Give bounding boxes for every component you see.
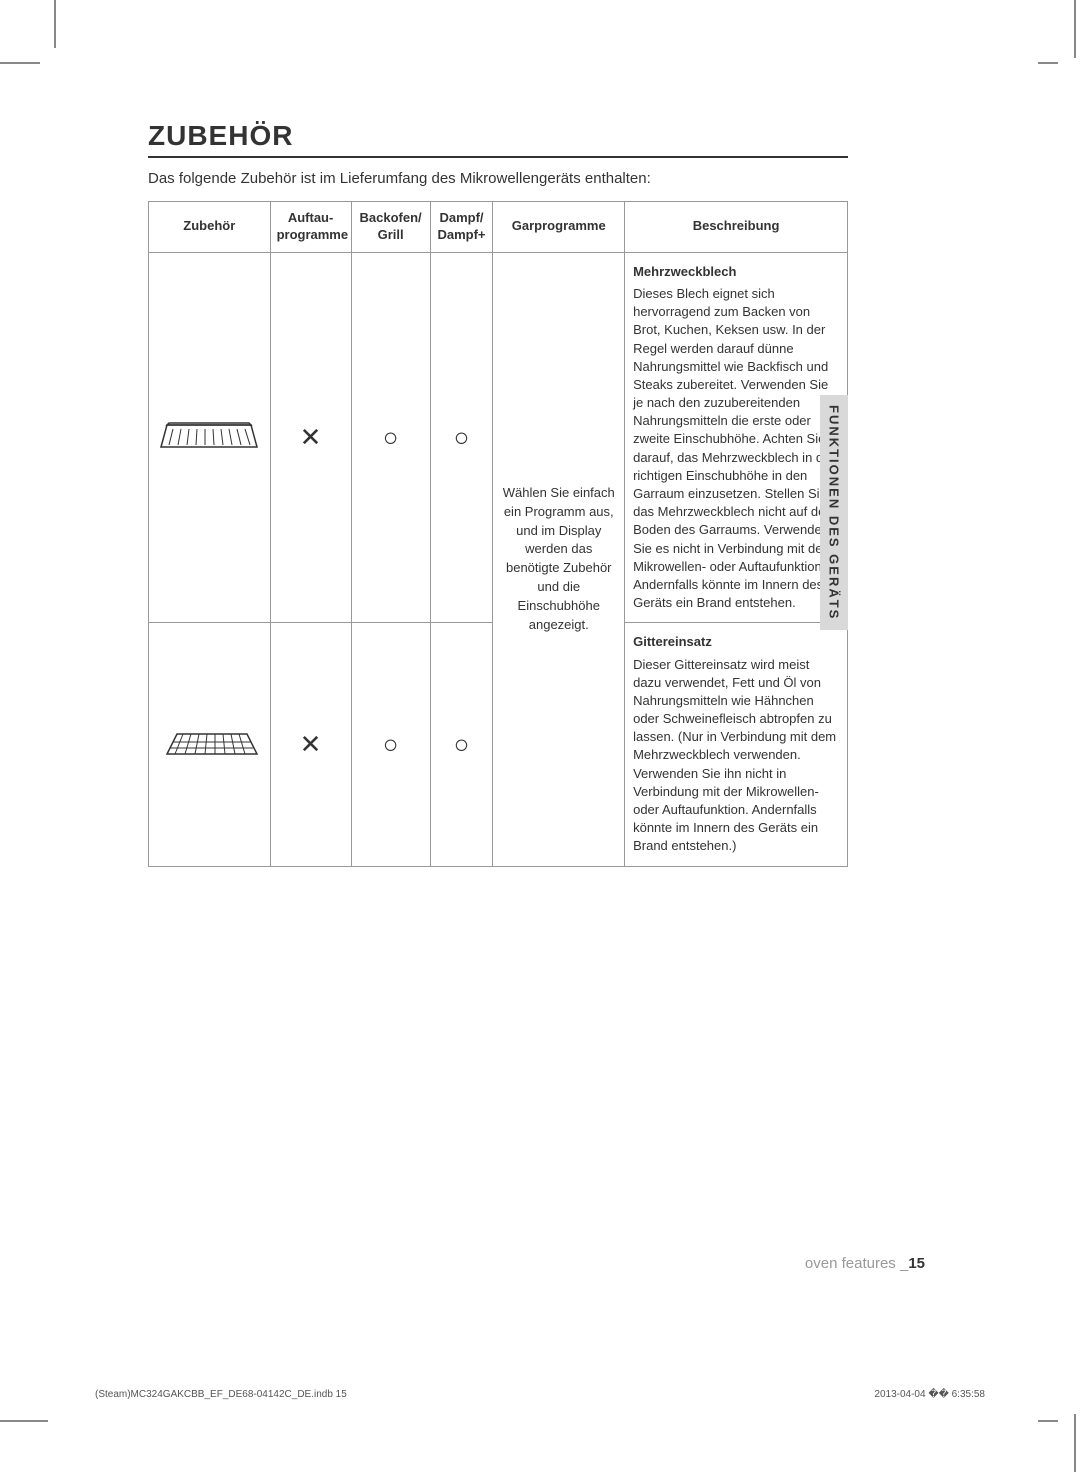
accessory-image-cell xyxy=(149,623,271,866)
crop-mark xyxy=(0,1420,48,1422)
desc-title: Mehrzweckblech xyxy=(633,263,839,281)
crop-mark xyxy=(0,62,40,64)
accessory-image-cell xyxy=(149,252,271,623)
col-header: Beschreibung xyxy=(625,202,848,253)
footer-page-label: oven features _15 xyxy=(805,1255,925,1272)
table-header-row: Zubehör Auftau-programme Backofen/Grill … xyxy=(149,202,848,253)
symbol-cell: ○ xyxy=(351,252,430,623)
garprogramme-cell: Wählen Sie einfach ein Programm aus, und… xyxy=(493,252,625,866)
print-file: (Steam)MC324GAKCBB_EF_DE68-04142C_DE.ind… xyxy=(95,1389,347,1400)
print-time: 2013-04-04 �� 6:35:58 xyxy=(874,1389,985,1400)
page-number: 15 xyxy=(908,1255,925,1272)
baking-tray-icon xyxy=(159,411,259,461)
crop-mark xyxy=(54,0,56,48)
accessories-table: Zubehör Auftau-programme Backofen/Grill … xyxy=(148,201,848,867)
col-header: Garprogramme xyxy=(493,202,625,253)
page-subtitle: Das folgende Zubehör ist im Lieferumfang… xyxy=(148,170,848,187)
side-tab: FUNKTIONEN DES GERÄTS xyxy=(820,395,848,630)
col-header: Zubehör xyxy=(149,202,271,253)
crop-mark xyxy=(1074,1414,1076,1472)
col-header: Auftau-programme xyxy=(270,202,351,253)
crop-mark xyxy=(1038,62,1058,64)
description-cell: Gittereinsatz Dieser Gittereinsatz wird … xyxy=(625,623,848,866)
crop-mark xyxy=(1074,0,1076,58)
symbol-cell: ○ xyxy=(430,252,493,623)
footer-section: oven features _ xyxy=(805,1255,908,1272)
wire-rack-icon xyxy=(159,718,259,768)
print-footer: (Steam)MC324GAKCBB_EF_DE68-04142C_DE.ind… xyxy=(95,1389,985,1400)
description-cell: Mehrzweckblech Dieses Blech eignet sich … xyxy=(625,252,848,623)
symbol-cell: ✕ xyxy=(270,623,351,866)
page-content: ZUBEHÖR Das folgende Zubehör ist im Lief… xyxy=(148,120,848,867)
page-title: ZUBEHÖR xyxy=(148,120,848,158)
symbol-cell: ✕ xyxy=(270,252,351,623)
desc-title: Gittereinsatz xyxy=(633,633,839,651)
col-header: Dampf/Dampf+ xyxy=(430,202,493,253)
desc-body: Dieser Gittereinsatz wird meist dazu ver… xyxy=(633,657,836,854)
crop-mark xyxy=(1038,1420,1058,1422)
desc-body: Dieses Blech eignet sich hervorragend zu… xyxy=(633,286,835,610)
symbol-cell: ○ xyxy=(351,623,430,866)
col-header: Backofen/Grill xyxy=(351,202,430,253)
table-row: ✕ ○ ○ Wählen Sie einfach ein Programm au… xyxy=(149,252,848,623)
symbol-cell: ○ xyxy=(430,623,493,866)
